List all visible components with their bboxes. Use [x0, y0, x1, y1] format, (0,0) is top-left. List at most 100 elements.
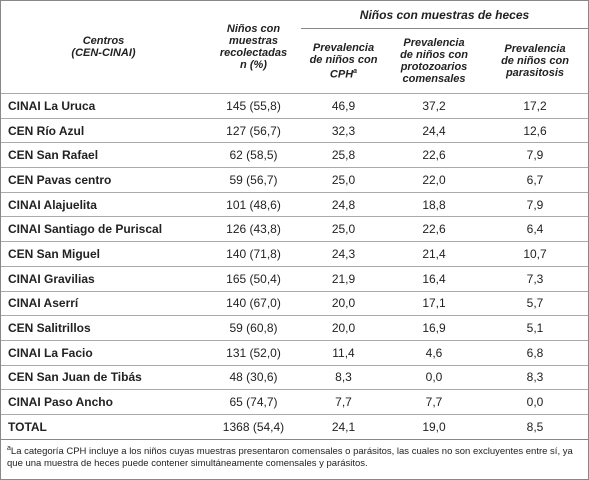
cell: 24,1	[301, 413, 386, 439]
cell: 11,4	[301, 339, 386, 366]
cell: 8,3	[482, 364, 588, 390]
cell: 126 (43,8)	[206, 216, 301, 242]
column-header: Prevalencia de niños con protozoarios comen…	[386, 29, 482, 94]
column-header: Centros (CEN-CINAI)	[1, 1, 206, 94]
cell: 17,2	[482, 93, 588, 119]
table-row: CEN San Juan de Tibás 48 (30,6) 8,3 0,0 8,3	[1, 364, 588, 390]
cell: 48 (30,6)	[206, 364, 301, 390]
column-header: Prevalencia de niños con parasitosis	[482, 29, 588, 94]
cell: 0,0	[482, 389, 588, 415]
cell: 6,8	[482, 339, 588, 366]
cell: 25,0	[301, 216, 386, 242]
header-line: Centros	[82, 35, 125, 47]
header-line: parasitosis	[505, 67, 565, 79]
cell: 145 (55,8)	[206, 93, 301, 119]
cell: 22,0	[386, 167, 482, 193]
center-name: CEN Pavas centro	[1, 167, 206, 193]
cell: 59 (60,8)	[206, 315, 301, 341]
cell: 6,4	[482, 216, 588, 242]
cell: 21,9	[301, 265, 386, 291]
cell: 24,3	[301, 241, 386, 267]
cell: 7,7	[301, 389, 386, 415]
header-line: CPH	[329, 68, 354, 81]
cell: 16,9	[386, 315, 482, 341]
cell: 7,3	[482, 265, 588, 291]
center-name: CEN San Juan de Tibás	[1, 364, 206, 390]
table-row: CINAI Gravilias 165 (50,4) 21,9 16,4 7,3	[1, 265, 588, 291]
cell: 10,7	[482, 241, 588, 267]
center-name: TOTAL	[1, 413, 206, 439]
table-row: CEN San Miguel 140 (71,8) 24,3 21,4 10,7	[1, 241, 588, 267]
column-header: Prevalencia de niños con CPHa	[301, 29, 386, 94]
header-line: Prevalencia	[504, 43, 566, 55]
center-name: CINAI Alajuelita	[1, 191, 206, 217]
cell: 25,0	[301, 167, 386, 193]
cell: 8,5	[482, 413, 588, 439]
center-name: CINAI Santiago de Puriscal	[1, 216, 206, 242]
cell: 21,4	[386, 241, 482, 267]
cell: 5,1	[482, 315, 588, 341]
table-row: CINAI Aserrí 140 (67,0) 20,0 17,1 5,7	[1, 290, 588, 316]
header-line: Prevalencia	[403, 37, 465, 49]
cell: 19,0	[386, 413, 482, 439]
center-name: CINAI Aserrí	[1, 290, 206, 316]
cell: 62 (58,5)	[206, 142, 301, 168]
table-row: CEN San Rafael 62 (58,5) 25,8 22,6 7,9	[1, 142, 588, 168]
center-name: CINAI Gravilias	[1, 265, 206, 291]
cell: 101 (48,6)	[206, 191, 301, 217]
cell: 140 (71,8)	[206, 241, 301, 267]
footnote-text: La categoría CPH incluye a los niños cuy…	[7, 445, 573, 469]
header-line: Prevalencia	[312, 41, 375, 54]
table-row: CEN Pavas centro 59 (56,7) 25,0 22,0 6,7	[1, 167, 588, 193]
cell: 65 (74,7)	[206, 389, 301, 415]
cell: 7,9	[482, 191, 588, 217]
cell: 24,4	[386, 117, 482, 143]
cell: 131 (52,0)	[206, 339, 301, 366]
center-name: CEN San Rafael	[1, 142, 206, 168]
header-line: n (%)	[240, 59, 267, 71]
cell: 32,3	[301, 117, 386, 143]
header-line: comensales	[402, 73, 466, 85]
cell: 17,1	[386, 290, 482, 316]
table-row: TOTAL 1368 (54,4) 24,1 19,0 8,5	[1, 413, 588, 439]
center-name: CEN San Miguel	[1, 241, 206, 267]
header-line: (CEN-CINAI)	[71, 47, 136, 59]
table-row: CINAI La Uruca 145 (55,8) 46,9 37,2 17,2	[1, 93, 588, 119]
cell: 1368 (54,4)	[206, 413, 301, 439]
table-row: CINAI Paso Ancho 65 (74,7) 7,7 7,7 0,0	[1, 389, 588, 415]
cell: 127 (56,7)	[206, 117, 301, 143]
cell: 5,7	[482, 290, 588, 316]
cell: 12,6	[482, 117, 588, 143]
cell: 20,0	[301, 290, 386, 316]
table-row: CINAI Alajuelita 101 (48,6) 24,8 18,8 7,9	[1, 191, 588, 217]
center-name: CINAI La Uruca	[1, 93, 206, 119]
cell: 6,7	[482, 167, 588, 193]
cell: 37,2	[386, 93, 482, 119]
table-row: CINAI Santiago de Puriscal 126 (43,8) 25,0…	[1, 216, 588, 242]
cell: 7,7	[386, 389, 482, 415]
table-row: CEN Río Azul 127 (56,7) 32,3 24,4 12,6	[1, 117, 588, 143]
cell: 4,6	[386, 339, 482, 366]
footnote-mark: a	[353, 67, 358, 75]
center-name: CINAI Paso Ancho	[1, 389, 206, 415]
header-line: recolectadas	[219, 47, 288, 59]
cell: 24,8	[301, 191, 386, 217]
cell: 46,9	[301, 93, 386, 119]
header-line: de niños con	[309, 53, 378, 66]
cell: 59 (56,7)	[206, 167, 301, 193]
cell: 22,6	[386, 216, 482, 242]
table-row: CEN Salitrillos 59 (60,8) 20,0 16,9 5,1	[1, 315, 588, 341]
cell: 22,6	[386, 142, 482, 168]
cell: 165 (50,4)	[206, 265, 301, 291]
cell: 8,3	[301, 364, 386, 390]
header-line: de niños con	[501, 55, 569, 67]
cell: 0,0	[386, 364, 482, 390]
header-line: Niños con	[226, 23, 281, 35]
footnote: aLa categoría CPH incluye a los niños cu…	[1, 438, 588, 473]
cell: 140 (67,0)	[206, 290, 301, 316]
cell: 25,8	[301, 142, 386, 168]
cell: 16,4	[386, 265, 482, 291]
group-header: Niños con muestras de heces	[301, 1, 588, 29]
cell: 20,0	[301, 315, 386, 341]
